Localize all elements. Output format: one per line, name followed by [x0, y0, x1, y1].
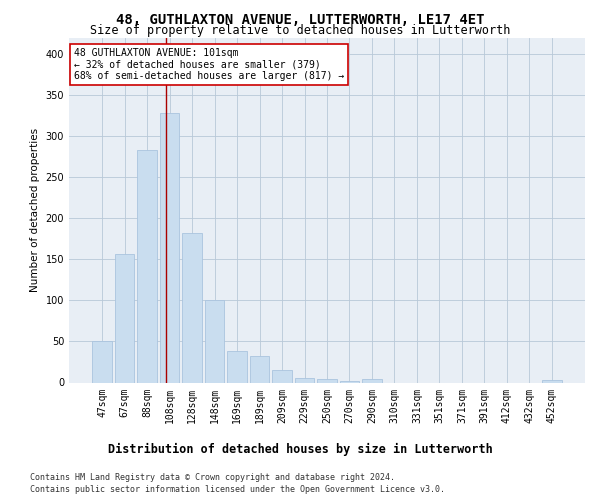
Bar — [160, 113, 179, 382]
Bar — [205, 300, 224, 382]
Bar — [362, 379, 382, 382]
Bar — [250, 356, 269, 382]
Text: Contains HM Land Registry data © Crown copyright and database right 2024.: Contains HM Land Registry data © Crown c… — [30, 472, 395, 482]
Text: Distribution of detached houses by size in Lutterworth: Distribution of detached houses by size … — [107, 442, 493, 456]
Bar — [295, 378, 314, 382]
Bar — [340, 381, 359, 382]
Text: Contains public sector information licensed under the Open Government Licence v3: Contains public sector information licen… — [30, 485, 445, 494]
Bar — [272, 370, 292, 382]
Text: 48, GUTHLAXTON AVENUE, LUTTERWORTH, LE17 4ET: 48, GUTHLAXTON AVENUE, LUTTERWORTH, LE17… — [116, 12, 484, 26]
Bar — [227, 352, 247, 382]
Bar — [317, 379, 337, 382]
Text: 48 GUTHLAXTON AVENUE: 101sqm
← 32% of detached houses are smaller (379)
68% of s: 48 GUTHLAXTON AVENUE: 101sqm ← 32% of de… — [74, 48, 344, 81]
Y-axis label: Number of detached properties: Number of detached properties — [30, 128, 40, 292]
Bar — [92, 342, 112, 382]
Text: Size of property relative to detached houses in Lutterworth: Size of property relative to detached ho… — [90, 24, 510, 37]
Bar — [542, 380, 562, 382]
Bar — [137, 150, 157, 382]
Bar — [115, 254, 134, 382]
Bar — [182, 233, 202, 382]
